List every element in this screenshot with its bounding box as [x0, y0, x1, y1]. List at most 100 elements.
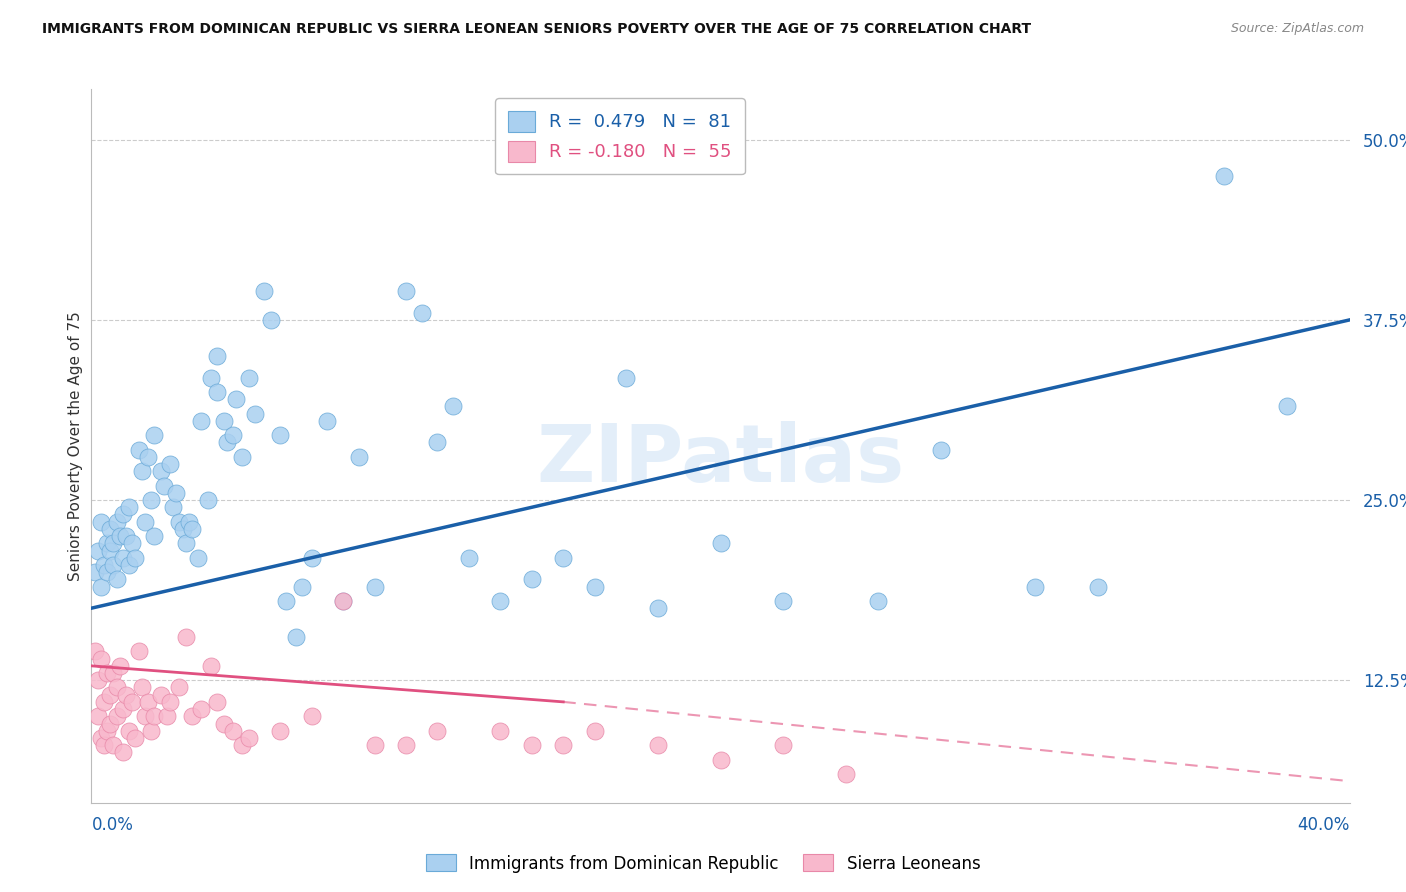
Point: [276, 594, 298, 608]
Point: [520, 572, 543, 586]
Point: [159, 457, 181, 471]
Point: [90, 515, 112, 529]
Point: [205, 695, 228, 709]
Point: [1087, 580, 1109, 594]
Point: [489, 594, 512, 608]
Point: [86, 543, 108, 558]
Point: [128, 442, 150, 457]
Point: [98, 716, 121, 731]
Point: [105, 515, 128, 529]
Point: [1212, 169, 1236, 183]
Point: [269, 723, 291, 738]
Point: [200, 370, 222, 384]
Point: [929, 442, 952, 457]
Text: 40.0%: 40.0%: [1298, 816, 1350, 834]
Point: [866, 594, 889, 608]
Point: [200, 658, 222, 673]
Point: [709, 753, 731, 767]
Point: [411, 306, 433, 320]
Point: [169, 515, 191, 529]
Point: [1275, 400, 1298, 414]
Point: [181, 522, 204, 536]
Text: Source: ZipAtlas.com: Source: ZipAtlas.com: [1230, 22, 1364, 36]
Point: [134, 709, 156, 723]
Text: IMMIGRANTS FROM DOMINICAN REPUBLIC VS SIERRA LEONEAN SENIORS POVERTY OVER THE AG: IMMIGRANTS FROM DOMINICAN REPUBLIC VS SI…: [42, 22, 1032, 37]
Point: [205, 384, 228, 399]
Point: [103, 738, 125, 752]
Point: [553, 550, 575, 565]
Point: [301, 550, 323, 565]
Point: [108, 658, 131, 673]
Point: [363, 580, 385, 594]
Point: [90, 580, 112, 594]
Point: [457, 550, 479, 565]
Point: [222, 428, 245, 442]
Point: [284, 630, 307, 644]
Point: [141, 723, 163, 738]
Point: [115, 688, 138, 702]
Point: [172, 522, 194, 536]
Point: [187, 550, 209, 565]
Point: [111, 550, 134, 565]
Point: [174, 536, 197, 550]
Point: [520, 738, 543, 752]
Point: [709, 536, 731, 550]
Point: [124, 731, 146, 745]
Point: [152, 478, 174, 492]
Point: [121, 536, 143, 550]
Point: [181, 709, 204, 723]
Point: [347, 450, 370, 464]
Point: [105, 681, 128, 695]
Point: [441, 400, 464, 414]
Point: [96, 536, 118, 550]
Point: [96, 565, 118, 579]
Point: [332, 594, 354, 608]
Point: [222, 723, 245, 738]
Point: [835, 767, 858, 781]
Point: [131, 464, 153, 478]
Point: [647, 601, 669, 615]
Point: [93, 738, 115, 752]
Point: [111, 508, 134, 522]
Point: [426, 723, 449, 738]
Point: [90, 731, 112, 745]
Point: [291, 580, 314, 594]
Point: [190, 414, 212, 428]
Point: [647, 738, 669, 752]
Point: [772, 738, 794, 752]
Point: [103, 536, 125, 550]
Point: [169, 681, 191, 695]
Point: [316, 414, 339, 428]
Point: [231, 450, 253, 464]
Point: [149, 688, 172, 702]
Point: [98, 543, 121, 558]
Point: [156, 709, 179, 723]
Point: [118, 558, 141, 572]
Point: [243, 407, 266, 421]
Point: [197, 493, 219, 508]
Point: [93, 558, 115, 572]
Point: [165, 486, 187, 500]
Point: [190, 702, 212, 716]
Point: [124, 550, 146, 565]
Point: [363, 738, 385, 752]
Point: [205, 349, 228, 363]
Legend: R =  0.479   N =  81, R = -0.180   N =  55: R = 0.479 N = 81, R = -0.180 N = 55: [495, 98, 745, 174]
Point: [103, 666, 125, 681]
Point: [583, 723, 606, 738]
Point: [105, 572, 128, 586]
Point: [215, 435, 238, 450]
Point: [105, 709, 128, 723]
Point: [212, 414, 235, 428]
Point: [86, 709, 108, 723]
Point: [159, 695, 181, 709]
Point: [269, 428, 291, 442]
Point: [108, 529, 131, 543]
Point: [301, 709, 323, 723]
Point: [174, 630, 197, 644]
Point: [136, 450, 159, 464]
Text: 0.0%: 0.0%: [91, 816, 134, 834]
Point: [131, 681, 153, 695]
Point: [143, 428, 166, 442]
Point: [134, 515, 156, 529]
